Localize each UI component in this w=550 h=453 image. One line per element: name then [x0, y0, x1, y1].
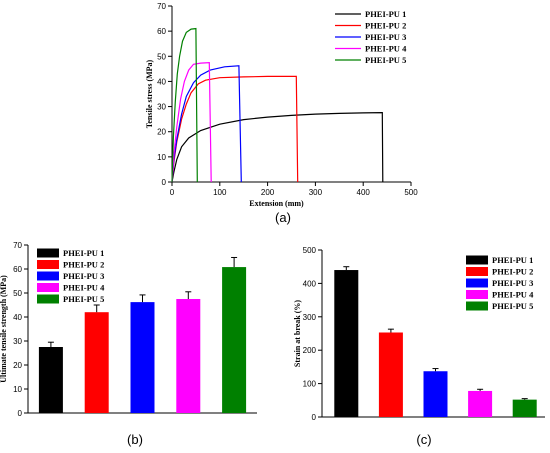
legend-swatch — [466, 267, 488, 276]
y-tick-label: 300 — [303, 313, 317, 322]
x-tick-label: 500 — [404, 188, 418, 197]
y-tick-label: 20 — [157, 128, 166, 137]
y-axis-label: Tensile stress (MPa) — [145, 59, 154, 128]
bar — [468, 390, 493, 417]
legend-label: PHEI-PU 5 — [365, 55, 406, 65]
series-line-5 — [171, 27, 198, 183]
legend-label: PHEI-PU 1 — [63, 248, 104, 258]
series-line-4 — [171, 61, 212, 183]
y-tick-label: 500 — [303, 246, 317, 255]
x-tick-label: 200 — [261, 188, 275, 197]
legend-label: PHEI-PU 1 — [365, 9, 406, 19]
y-tick-label: 30 — [157, 103, 166, 112]
y-tick-label: 200 — [303, 346, 317, 355]
bar — [130, 302, 155, 413]
legend-label: PHEI-PU 3 — [365, 32, 406, 42]
bar — [38, 347, 63, 413]
y-tick-label: 70 — [157, 2, 166, 11]
series-line-3 — [171, 65, 242, 183]
legend-label: PHEI-PU 2 — [492, 267, 533, 277]
chart-c: 0 100 200 300 400 500 Strain at break (%) (c) PH… — [293, 246, 545, 447]
legend-label: PHEI-PU 3 — [63, 271, 104, 281]
legend-label: PHEI-PU 4 — [365, 44, 407, 54]
legend-swatch — [37, 294, 59, 304]
legend-swatch — [466, 301, 488, 311]
y-tick-label: 60 — [157, 27, 166, 36]
x-tick-label: 300 — [309, 188, 323, 197]
legend-swatch — [37, 248, 59, 258]
y-tick-label: 0 — [162, 178, 167, 187]
legend-label: PHEI-PU 3 — [492, 278, 533, 288]
y-tick-label: 50 — [157, 52, 166, 61]
legend-label: PHEI-PU 1 — [492, 255, 533, 265]
legend-label: PHEI-PU 4 — [63, 283, 105, 293]
y-tick-label: 50 — [13, 289, 22, 298]
bar — [84, 312, 109, 413]
legend-swatch — [466, 290, 488, 299]
bar — [222, 267, 247, 413]
x-tick-label: 0 — [170, 188, 175, 197]
legend-swatch — [37, 271, 59, 281]
legend-swatch — [466, 278, 488, 288]
y-tick-label: 0 — [18, 409, 23, 418]
panel-label: (a) — [275, 210, 291, 225]
series-line-2 — [171, 75, 299, 183]
x-tick-label: 400 — [357, 188, 371, 197]
y-tick-label: 30 — [13, 337, 22, 346]
y-tick-label: 10 — [157, 153, 166, 162]
bar — [334, 270, 359, 417]
legend-label: PHEI-PU 5 — [63, 294, 104, 304]
bar — [176, 299, 201, 413]
y-tick-label: 400 — [303, 279, 317, 288]
legend-swatch — [37, 283, 59, 292]
legend-label: PHEI-PU 2 — [63, 260, 104, 270]
legend-swatch — [37, 260, 59, 269]
bar — [378, 332, 403, 417]
y-tick-label: 10 — [13, 385, 22, 394]
y-axis-label: Ultimate tensile strength (MPa) — [0, 275, 8, 383]
y-tick-label: 40 — [157, 77, 166, 86]
legend-label: PHEI-PU 5 — [492, 301, 533, 311]
y-tick-label: 100 — [303, 380, 317, 389]
y-tick-label: 0 — [312, 413, 317, 422]
legend-swatch — [466, 255, 488, 265]
panel-label: (c) — [416, 432, 431, 447]
series-line-1 — [171, 111, 384, 183]
x-tick-label: 100 — [213, 188, 227, 197]
chart-a: 0 10 20 30 40 50 60 70 Tensile stress (MPa) (a) 0 1… — [145, 2, 418, 225]
y-tick-label: 40 — [13, 313, 22, 322]
chart-b: 0 10 20 30 40 50 60 70 Ultimate tensile strength… — [0, 241, 257, 447]
x-axis-label: Extension (mm) — [249, 199, 304, 208]
bar — [512, 399, 537, 417]
legend-label: PHEI-PU 2 — [365, 21, 406, 31]
y-tick-label: 20 — [13, 361, 22, 370]
legend-label: PHEI-PU 4 — [492, 290, 534, 300]
y-tick-label: 70 — [13, 241, 22, 250]
bar — [423, 371, 448, 417]
y-tick-label: 60 — [13, 265, 22, 274]
panel-label: (b) — [127, 432, 143, 447]
y-axis-label: Strain at break (%) — [293, 300, 302, 368]
